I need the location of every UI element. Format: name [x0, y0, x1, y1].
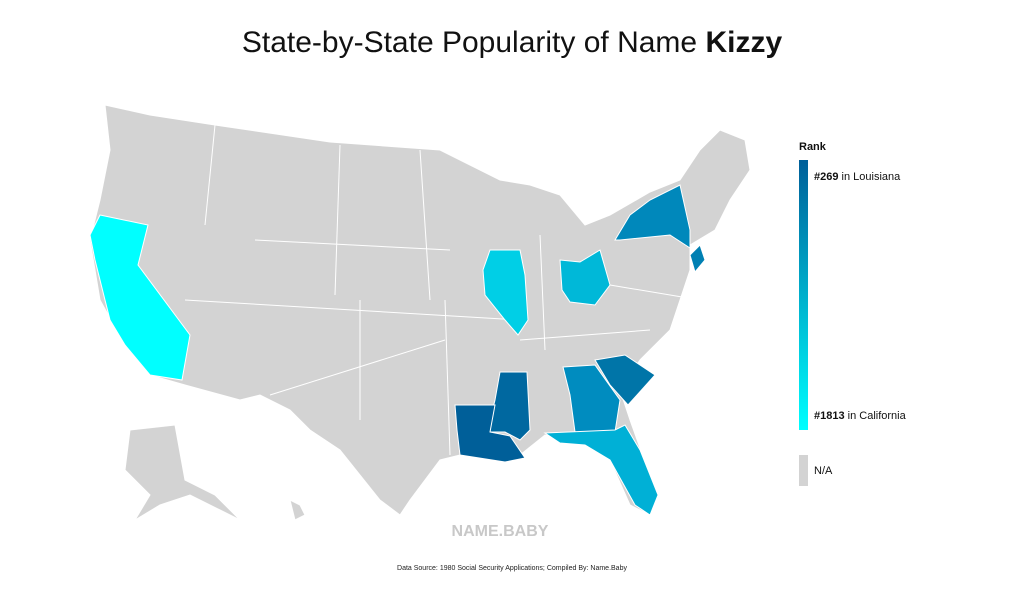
state-south-carolina: [594, 354, 656, 406]
alaska: [124, 424, 241, 521]
legend-bottom-label: in California: [848, 410, 907, 422]
title-prefix: State-by-State Popularity of Name: [242, 26, 697, 59]
legend-title: Rank: [799, 141, 827, 153]
legend-top-rank: #269: [814, 171, 838, 183]
legend-gradient: [799, 160, 808, 430]
state-new-york: [614, 184, 691, 249]
state-florida: [543, 424, 659, 516]
legend-bottom: #1813 in California: [814, 410, 907, 422]
state-ohio: [559, 249, 611, 306]
state-new-jersey: [689, 244, 706, 274]
us-mainland: [89, 104, 751, 516]
map: [89, 104, 751, 521]
legend: Rank #269 in Louisiana #1813 in Californ…: [799, 141, 907, 486]
state-borders: [184, 124, 701, 456]
title: State-by-State Popularity of Name Kizzy: [242, 26, 783, 59]
title-name: Kizzy: [705, 26, 782, 59]
legend-top-label: in Louisiana: [842, 171, 902, 183]
legend-na-label: N/A: [814, 465, 833, 477]
state-california: [89, 214, 191, 381]
source-note: Data Source: 1980 Social Security Applic…: [397, 565, 627, 572]
state-illinois: [482, 249, 529, 336]
legend-na-swatch: [799, 455, 808, 486]
state-louisiana: [454, 404, 526, 463]
legend-bottom-rank: #1813: [814, 410, 845, 422]
legend-top: #269 in Louisiana: [814, 171, 901, 183]
watermark: NAME.BABY: [452, 523, 549, 540]
hawaii: [289, 499, 306, 521]
